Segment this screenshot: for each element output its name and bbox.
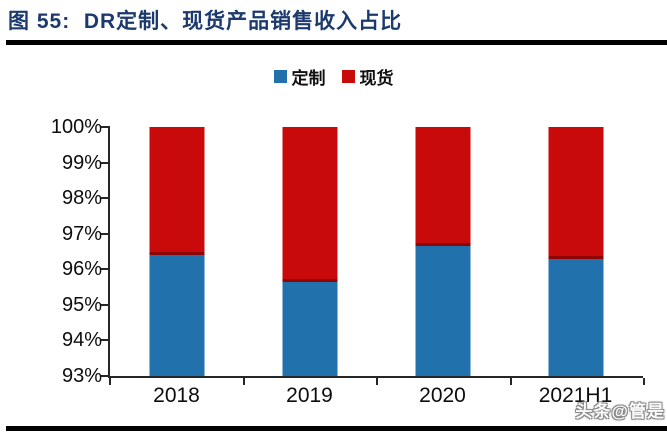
- x-tick-label-2020: 2020: [419, 384, 466, 407]
- y-tick-mark: [101, 161, 109, 164]
- bar-segment-dingzhi-2021H1: [548, 258, 603, 376]
- bar-2019: [243, 127, 376, 376]
- y-tick-mark: [101, 303, 109, 306]
- legend-swatch-xianhuo-icon: [341, 70, 355, 83]
- plot-area: [110, 127, 642, 376]
- bar-2020: [376, 127, 509, 376]
- y-tick-mark: [101, 268, 109, 271]
- x-tick-mark: [643, 378, 645, 385]
- y-tick-mark: [101, 126, 109, 128]
- y-tick-label-97: 97%: [61, 222, 102, 245]
- title-underline: [6, 40, 667, 45]
- x-tick-mark: [109, 378, 111, 385]
- y-tick-label-93: 93%: [61, 365, 102, 387]
- bar-segment-dingzhi-2018: [149, 255, 204, 376]
- bar-segment-xianhuo-2021H1: [548, 127, 603, 259]
- x-tick-label-2021H1: 2021H1: [538, 384, 613, 407]
- y-tick-label-98: 98%: [61, 187, 102, 210]
- bar-segment-xianhuo-2019: [282, 127, 337, 282]
- y-tick-label-96: 96%: [61, 258, 102, 281]
- legend-swatch-dingzhi-icon: [273, 70, 287, 83]
- x-axis-line: [108, 376, 643, 378]
- x-tick-label-2018: 2018: [153, 384, 200, 407]
- y-tick-label-94: 94%: [61, 329, 102, 352]
- y-tick-label-99: 99%: [61, 151, 102, 174]
- y-tick-mark: [101, 375, 109, 377]
- legend-label-xianhuo: 现货: [359, 69, 394, 88]
- bar-segment-dingzhi-2020: [415, 246, 470, 376]
- bar-2018: [110, 127, 243, 376]
- x-tick-mark: [242, 378, 245, 385]
- legend-item-xianhuo: 现货: [341, 64, 394, 89]
- x-axis-labels: 2018 2019 2020 2021H1: [110, 384, 642, 408]
- watermark: 头条@管是: [575, 402, 665, 421]
- bar-segment-xianhuo-2018: [149, 127, 204, 256]
- figure-bottom-border: [6, 426, 667, 431]
- bar-segment-xianhuo-2020: [415, 127, 470, 247]
- x-tick-mark: [509, 378, 512, 385]
- y-tick-mark: [101, 232, 109, 235]
- chart-legend: 定制 现货: [0, 64, 667, 89]
- legend-label-dingzhi: 定制: [291, 69, 326, 88]
- bar-2021H1: [509, 127, 642, 376]
- y-tick-label-95: 95%: [61, 293, 102, 316]
- y-tick-label-100: 100%: [50, 116, 102, 138]
- legend-item-dingzhi: 定制: [273, 64, 326, 89]
- x-tick-label-2019: 2019: [286, 384, 333, 407]
- page-title: 图 55: DR定制、现货产品销售收入占比: [8, 10, 403, 33]
- y-tick-mark: [101, 197, 109, 200]
- y-axis-line: [108, 126, 110, 378]
- x-tick-mark: [376, 378, 378, 385]
- bar-segment-dingzhi-2019: [282, 281, 337, 376]
- y-tick-mark: [101, 339, 109, 342]
